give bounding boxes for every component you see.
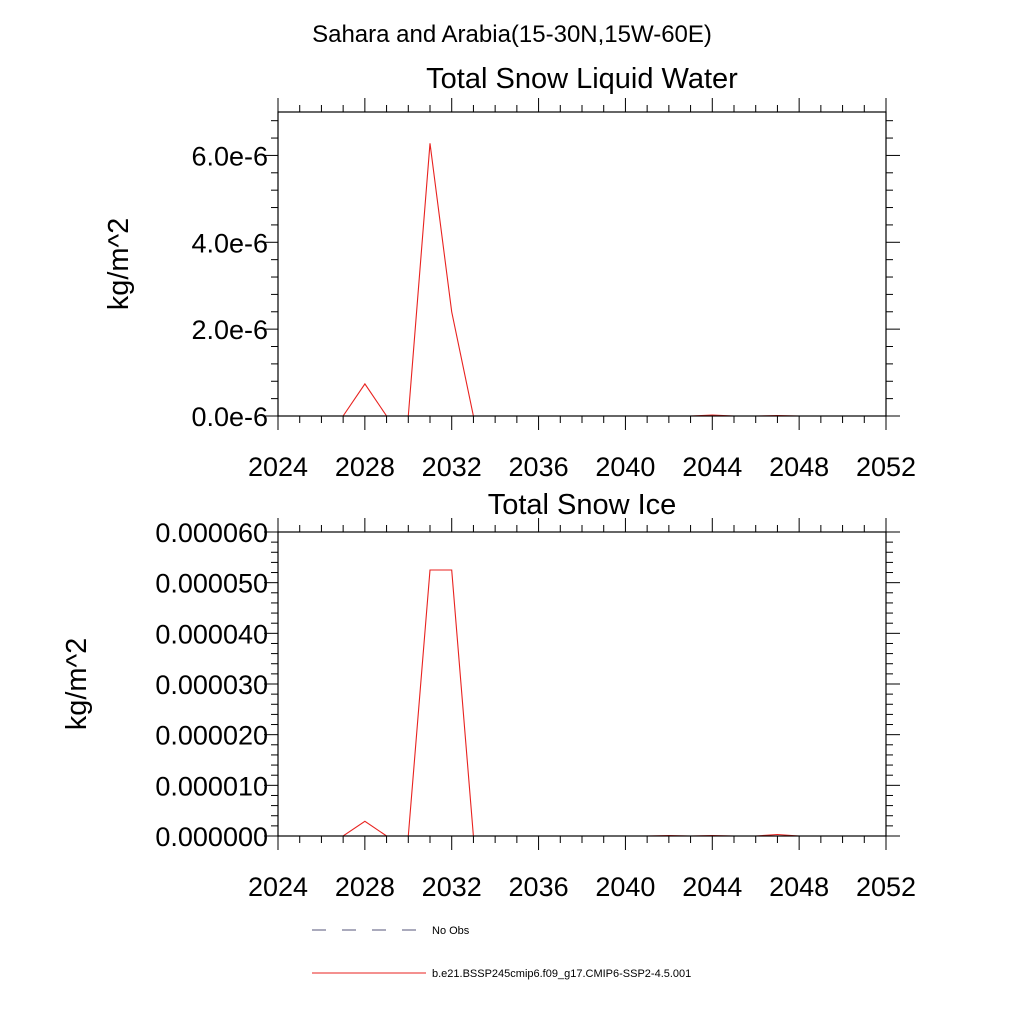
x-tick-label: 2028 [335,452,395,482]
y-tick-label: 0.000010 [155,771,268,801]
x-tick-label: 2044 [682,872,742,902]
plot-frame [277,111,887,417]
panel-snow-ice: Total Snow Ice kg/m^2 2024 2028 2032 2036 20… [61,489,916,902]
y-tick-label: 0.000060 [155,518,268,548]
ticks: 2024 2028 2032 2036 2040 2044 2048 2052 0.0e-6 2.… [191,98,916,482]
plot-area [299,143,821,417]
series-line [299,143,821,417]
x-tick-label: 2024 [248,452,308,482]
x-tick-label: 2048 [769,872,829,902]
legend-label-no-obs: No Obs [432,925,470,937]
x-tick-label: 2052 [856,452,916,482]
y-tick-label: 6.0e-6 [191,141,268,171]
y-tick-label: 0.000020 [155,721,268,751]
y-tick-label: 0.000040 [155,619,268,649]
x-tick-label: 2040 [595,872,655,902]
panel-snow-liquid-water: Total Snow Liquid Water kg/m^2 2024 2028 2… [103,63,916,482]
plot-frame [277,531,887,837]
x-tick-label: 2036 [509,452,569,482]
x-tick-label: 2028 [335,872,395,902]
suptitle: Sahara and Arabia(15-30N,15W-60E) [312,21,712,48]
y-tick-label: 0.0e-6 [191,402,268,432]
y-tick-label: 2.0e-6 [191,315,268,345]
x-tick-label: 2048 [769,452,829,482]
panel-title: Total Snow Ice [488,489,677,521]
x-tick-label: 2024 [248,872,308,902]
legend-label-series: b.e21.BSSP245cmip6.f09_g17.CMIP6-SSP2-4.… [432,968,691,980]
y-tick-label: 4.0e-6 [191,228,268,258]
ticks: 2024 2028 2032 2036 2040 2044 2048 2052 0.000000… [155,518,916,902]
x-tick-label: 2036 [509,872,569,902]
y-tick-label: 0.000030 [155,670,268,700]
x-tick-label: 2052 [856,872,916,902]
y-axis-label: kg/m^2 [61,638,93,731]
y-axis-label: kg/m^2 [103,218,135,311]
y-tick-label: 0.000050 [155,569,268,599]
legend: No Obs b.e21.BSSP245cmip6.f09_g17.CMIP6-… [312,925,691,980]
panel-title: Total Snow Liquid Water [426,63,738,95]
series-line [299,569,821,837]
x-tick-label: 2040 [595,452,655,482]
x-tick-label: 2044 [682,452,742,482]
x-tick-label: 2032 [422,452,482,482]
x-tick-label: 2032 [422,872,482,902]
plot-area [299,569,821,837]
y-tick-label: 0.000000 [155,822,268,852]
